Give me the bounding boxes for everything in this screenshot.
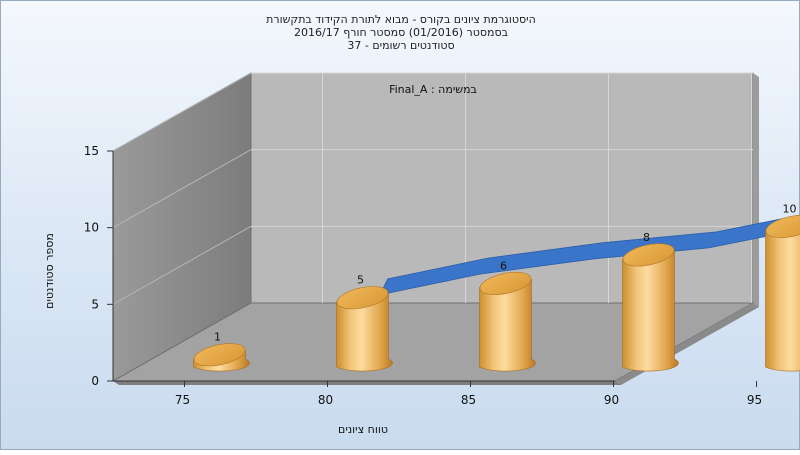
bar-value-label: 1 [214,331,221,344]
y-axis-label: מספר סטודנטים [43,233,56,309]
bar-value-label: 10 [783,202,797,215]
bar [766,222,800,371]
bar-value-label: 6 [500,259,507,272]
chart-title-line-1: היסטוגרמת ציונים בקורס - מבוא לתורת הקיד… [266,13,536,26]
floor-front-lip [113,381,621,385]
right-wall-edge [753,73,759,307]
y-axis: 0 5 10 15 [84,144,113,388]
bar-value-label: 8 [643,231,650,244]
y-tick-label: 0 [91,374,99,388]
bar [623,251,679,371]
chart-title-line-2: בסמסטר (01/2016) סמסטר חורף 2016/17 [294,26,508,39]
y-tick-label: 15 [84,144,99,158]
x-tick-label: 75 [175,393,190,407]
y-tick-label: 10 [84,221,99,235]
x-tick-label: 90 [604,393,619,407]
annotation: Final_A : במשימה [389,83,477,96]
x-axis-label: טווח ציונים [338,423,388,436]
x-tick-label: 85 [461,393,476,407]
x-tick-label: 80 [318,393,333,407]
y-tick-label: 5 [91,297,99,311]
x-tick-label: 95 [747,393,762,407]
chart-title-line-3: סטודנטים רשומים - 37 [347,39,454,52]
bar-value-label: 5 [357,274,364,287]
